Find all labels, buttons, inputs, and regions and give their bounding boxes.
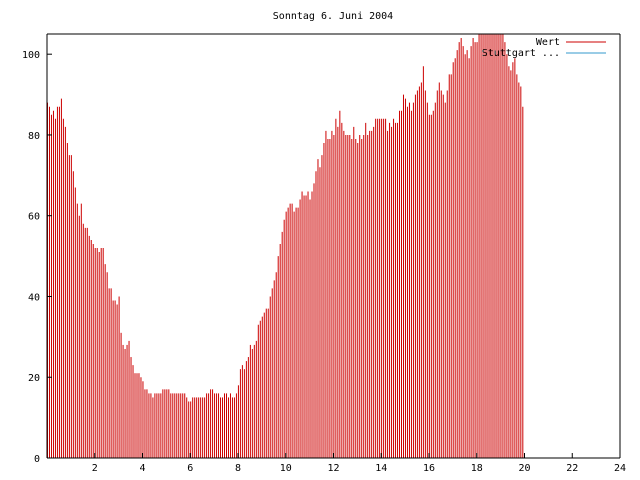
legend-label-series-1: Wert <box>536 37 560 48</box>
y-tick-label: 40 <box>28 292 40 303</box>
x-tick-label: 10 <box>280 463 292 474</box>
x-tick-label: 18 <box>471 463 483 474</box>
y-tick-label: 100 <box>22 50 40 61</box>
x-tick-label: 24 <box>614 463 626 474</box>
chart-title: Sonntag 6. Juni 2004 <box>273 11 393 22</box>
x-tick-label: 20 <box>518 463 530 474</box>
x-tick-label: 22 <box>566 463 578 474</box>
x-tick-label: 6 <box>187 463 193 474</box>
chart-legend: Wert Stuttgart ... <box>482 37 606 59</box>
x-tick-label: 16 <box>423 463 435 474</box>
y-tick-label: 20 <box>28 373 40 384</box>
x-tick-label: 12 <box>327 463 339 474</box>
x-tick-label: 14 <box>375 463 387 474</box>
data-bars <box>47 34 524 458</box>
y-tick-label: 80 <box>28 131 40 142</box>
x-tick-label: 8 <box>235 463 241 474</box>
y-tick-label: 0 <box>34 454 40 465</box>
legend-label-series-2: Stuttgart ... <box>482 48 560 59</box>
x-tick-label: 2 <box>92 463 98 474</box>
x-tick-label: 4 <box>139 463 145 474</box>
y-tick-label: 60 <box>28 212 40 223</box>
